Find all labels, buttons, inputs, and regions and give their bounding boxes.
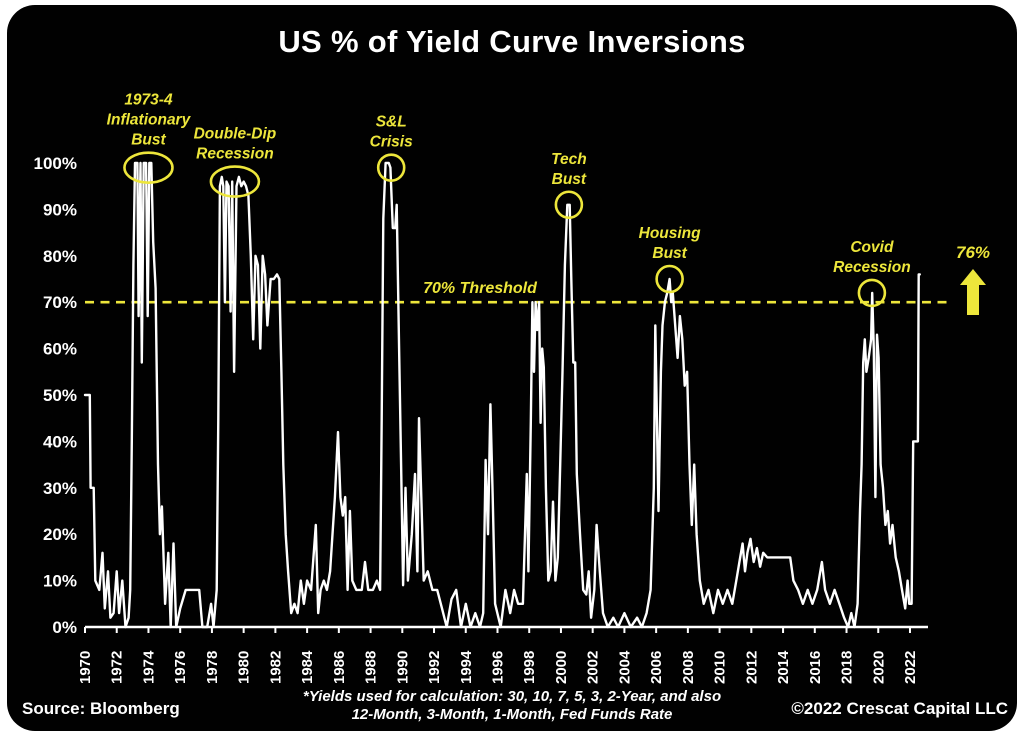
threshold-label: 70% Threshold	[423, 280, 538, 297]
y-axis-label: 30%	[43, 479, 77, 498]
annotation-circle	[655, 264, 684, 294]
x-axis-label: 1972	[109, 651, 126, 684]
annotation-circle	[123, 151, 174, 184]
x-axis-label: 2018	[839, 651, 856, 684]
chart-title: US % of Yield Curve Inversions	[278, 24, 746, 59]
annotation-label: Crisis	[370, 134, 413, 151]
annotation-label: Bust	[652, 245, 687, 262]
annotation-label: Bust	[552, 171, 587, 188]
x-axis-label: 1982	[267, 651, 284, 684]
annotation-label: Double-Dip	[194, 126, 277, 143]
x-axis-label: 2008	[680, 651, 697, 684]
series-line	[83, 161, 921, 629]
annotation-label: Bust	[131, 132, 166, 149]
x-axis-label: 1978	[204, 651, 221, 684]
annotation-label: Recession	[196, 146, 274, 163]
y-axis-label: 60%	[43, 340, 77, 359]
x-axis-label: 1976	[172, 651, 189, 684]
annotation-circle	[857, 278, 887, 308]
x-axis-label: 2022	[902, 651, 919, 684]
x-axis-label: 1988	[363, 651, 380, 684]
x-axis-label: 2020	[870, 651, 887, 684]
x-axis-label: 1980	[236, 651, 253, 684]
x-axis-label: 2004	[616, 650, 633, 684]
calculation-note-line2: 12-Month, 3-Month, 1-Month, Fed Funds Ra…	[351, 706, 673, 723]
annotation-label: Recession	[833, 259, 911, 276]
annotation-label: S&L	[376, 114, 407, 131]
x-axis-label: 1996	[489, 651, 506, 684]
y-axis-label: 70%	[43, 293, 77, 312]
x-axis-label: 2006	[648, 651, 665, 684]
x-axis-label: 2000	[553, 651, 570, 684]
latest-value-label: 76%	[956, 243, 990, 262]
annotation-label: 1973-4	[124, 92, 173, 109]
annotation-label: Inflationary	[107, 112, 192, 129]
annotation-circle	[209, 165, 261, 198]
x-axis-label: 1998	[521, 651, 538, 684]
annotation-circle	[376, 153, 406, 182]
copyright-label: ©2022 Crescat Capital LLC	[791, 699, 1008, 718]
calculation-note: *Yields used for calculation: 30, 10, 7,…	[0, 688, 1024, 724]
annotation-circle	[554, 190, 584, 220]
x-axis-label: 2002	[585, 651, 602, 684]
x-axis-label: 1970	[77, 651, 94, 684]
x-axis-label: 2012	[743, 651, 760, 684]
calculation-note-line1: *Yields used for calculation: 30, 10, 7,…	[302, 688, 722, 705]
source-label: Source: Bloomberg	[22, 699, 180, 718]
x-axis-label: 1986	[331, 651, 348, 684]
y-axis-label: 10%	[43, 572, 77, 591]
annotation-label: Housing	[639, 225, 702, 242]
x-axis-label: 1994	[458, 650, 475, 684]
x-axis-label: 1984	[299, 650, 316, 684]
y-axis-label: 50%	[43, 386, 77, 405]
y-axis-label: 90%	[43, 200, 77, 219]
x-axis-label: 1974	[140, 650, 157, 684]
y-axis-label: 0%	[52, 618, 77, 637]
x-axis-label: 2010	[712, 651, 729, 684]
x-axis-label: 2014	[775, 650, 792, 684]
x-axis-label: 1992	[426, 651, 443, 684]
y-axis-label: 80%	[43, 247, 77, 266]
annotation-label: Tech	[551, 151, 587, 168]
up-arrow-icon	[960, 269, 986, 315]
y-axis-label: 100%	[34, 154, 77, 173]
annotation-label: Covid	[850, 239, 894, 256]
y-axis-label: 20%	[43, 525, 77, 544]
x-axis-label: 1990	[394, 651, 411, 684]
x-axis-label: 2016	[807, 651, 824, 684]
y-axis-label: 40%	[43, 432, 77, 451]
